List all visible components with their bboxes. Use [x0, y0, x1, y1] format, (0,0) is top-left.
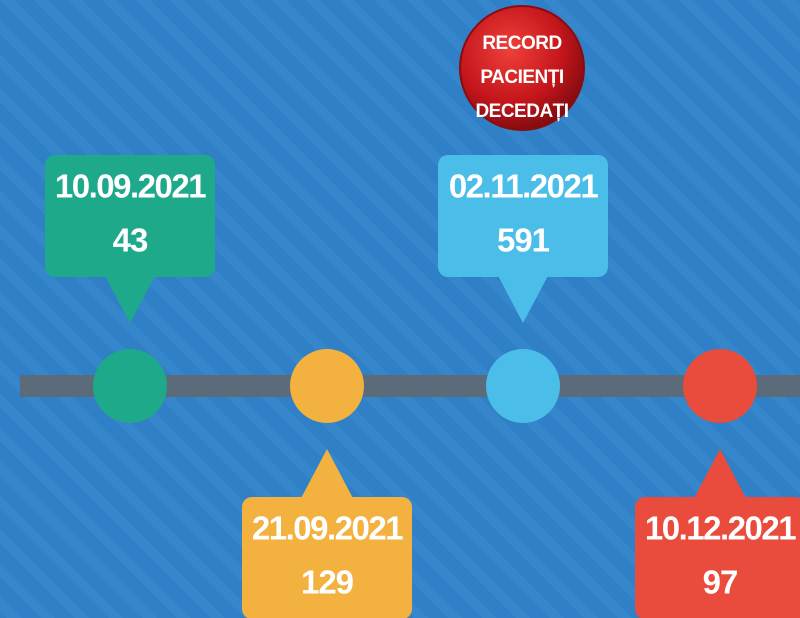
callout-pointer — [299, 449, 355, 502]
callout-box — [45, 155, 215, 277]
timeline-bar — [20, 375, 800, 397]
event-value: 129 — [301, 564, 354, 601]
record-badge — [459, 5, 585, 131]
event-date: 02.11.2021 — [449, 168, 598, 205]
timeline-dot — [290, 349, 364, 423]
callout-box — [635, 497, 800, 618]
callout-pointer — [692, 449, 748, 502]
callout-pointer — [102, 270, 158, 323]
timeline-dot — [93, 349, 167, 423]
callout-box — [242, 497, 412, 618]
event-value: 97 — [703, 564, 738, 601]
event-date: 21.09.2021 — [252, 510, 403, 547]
badge-line: PACIENȚI — [480, 67, 563, 88]
event-date: 10.09.2021 — [55, 168, 206, 205]
callout-pointer — [495, 270, 551, 323]
event-date: 10.12.2021 — [645, 510, 796, 547]
timeline-dot — [683, 349, 757, 423]
event-value: 591 — [497, 222, 550, 259]
event-value: 43 — [113, 222, 148, 259]
callout-box — [438, 155, 608, 277]
badge-line: DECEDAȚI — [475, 101, 568, 122]
timeline-dot — [486, 349, 560, 423]
badge-line: RECORD — [482, 33, 561, 54]
